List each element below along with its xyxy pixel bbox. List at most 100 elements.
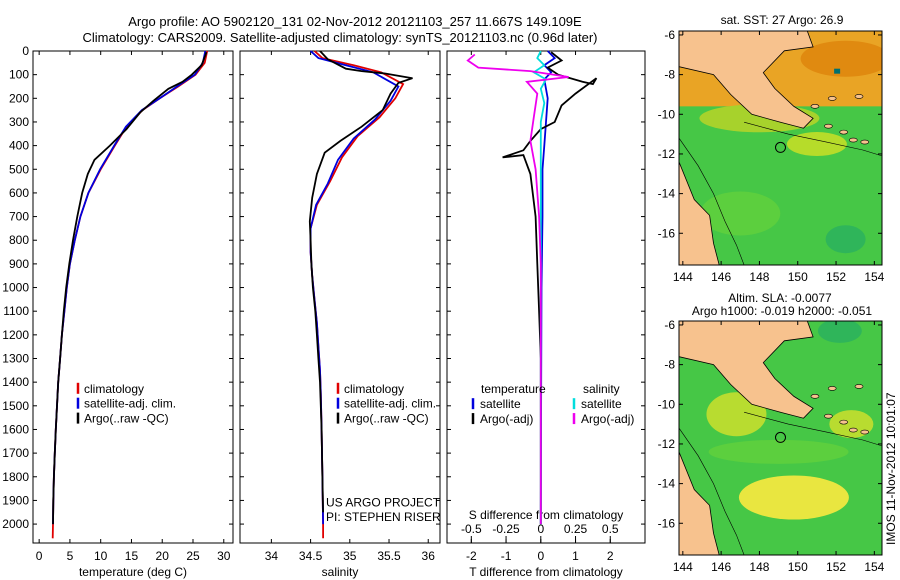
bottom-map-x-label: 152 <box>826 560 846 574</box>
sal-x-tick-label: 35.5 <box>377 549 401 563</box>
figure-title: Argo profile: AO 5902120_131 02-Nov-2012… <box>128 14 582 29</box>
sal-x-tick-label: 34.5 <box>299 549 323 563</box>
bottom-map-x-label: 148 <box>749 560 769 574</box>
diff-x-axis-label: T difference from climatology <box>469 565 623 579</box>
y-tick-label: 1600 <box>2 422 29 436</box>
top-map-frame <box>678 30 883 266</box>
y-tick-label: 600 <box>9 186 29 200</box>
y-tick-label: 1500 <box>2 399 29 413</box>
diff-x-tick-label: 0 <box>537 549 544 563</box>
sst-warm-patch <box>800 40 882 77</box>
sla-map-subtitle: Argo h1000: -0.019 h2000: -0.051 <box>692 304 872 318</box>
bottom-map-x-label: 144 <box>673 560 693 574</box>
diff-x-tick-label-secondary: 0.5 <box>602 522 619 536</box>
diff-x-tick-label-secondary: 0.25 <box>564 522 588 536</box>
diff-legend-left-title: temperature <box>481 382 546 396</box>
y-tick-label: 2000 <box>2 517 29 531</box>
map-island <box>824 123 833 129</box>
map-depth-contour <box>744 411 882 447</box>
diff-series-line <box>466 53 569 525</box>
sal-legend-label: Argo(..raw -QC) <box>344 412 429 426</box>
diff-legend-label: satellite <box>581 397 622 411</box>
diff-x-axis-label-secondary: S difference from climatology <box>469 508 624 522</box>
map-depth-contour <box>679 137 745 265</box>
sla-map-title: Altim. SLA: -0.0077 <box>728 291 832 305</box>
y-tick-label: 1900 <box>2 493 29 507</box>
bottom-map-y-label: -6 <box>664 318 675 332</box>
temp-series-line <box>52 51 208 525</box>
sal-x-tick-label: 35 <box>343 549 357 563</box>
y-tick-label: 700 <box>9 210 29 224</box>
sla-band <box>708 439 849 464</box>
map-island <box>824 413 833 419</box>
top-map-y-label: -10 <box>658 107 676 121</box>
sal-annotation-pi: PI: STEPHEN RISER <box>326 510 441 524</box>
map-land-australia <box>679 451 720 555</box>
map-island <box>854 384 864 389</box>
bottom-map-y-label: -14 <box>658 477 676 491</box>
diff-x-tick-label: -2 <box>466 549 477 563</box>
y-tick-label: 100 <box>9 68 29 82</box>
top-map-y-label: -16 <box>658 226 676 240</box>
sal-series-line <box>308 50 413 513</box>
top-map-y-label: -14 <box>658 187 676 201</box>
map-island <box>860 139 870 145</box>
diff-x-tick-label: 1 <box>572 549 579 563</box>
top-map-y-label: -8 <box>664 68 675 82</box>
sal-legend-label: climatology <box>344 382 404 396</box>
diff-legend-label: Argo(-adj) <box>581 412 634 426</box>
temp-x-tick-label: 20 <box>156 549 170 563</box>
temp-x-tick-label: 25 <box>186 549 200 563</box>
bottom-map-x-label: 154 <box>864 560 884 574</box>
sal-plot-frame <box>239 50 441 544</box>
diff-x-tick-label-secondary: -0.25 <box>492 522 520 536</box>
sla-low-patch <box>817 321 862 343</box>
map-depth-contour <box>744 121 882 157</box>
diff-legend-label: Argo(-adj) <box>480 412 533 426</box>
y-tick-label: 300 <box>9 115 29 129</box>
top-map-x-label: 146 <box>711 270 731 284</box>
diff-series-line <box>502 51 598 525</box>
y-tick-label: 1100 <box>3 304 29 318</box>
map-island <box>827 386 837 391</box>
bottom-map-y-label: -10 <box>658 397 676 411</box>
y-tick-label: 1300 <box>2 352 29 366</box>
sst-map-title: sat. SST: 27 Argo: 26.9 <box>721 13 844 27</box>
y-tick-label: 800 <box>9 233 29 247</box>
temp-x-tick-label: 30 <box>217 549 231 563</box>
sal-legend-label: satellite-adj. clim. <box>344 397 436 411</box>
map-land-new-guinea <box>679 321 814 419</box>
map-land-new-guinea <box>679 31 814 129</box>
figure-subtitle: Climatology: CARS2009. Satellite-adjuste… <box>83 30 598 45</box>
map-island <box>839 129 848 135</box>
map-land-australia <box>679 161 720 265</box>
y-tick-label: 0 <box>22 44 29 58</box>
map-island <box>810 394 820 399</box>
sst-pixel <box>834 68 841 74</box>
y-tick-label: 1800 <box>2 470 29 484</box>
top-map-x-label: 152 <box>826 270 846 284</box>
diff-series-line <box>532 50 548 525</box>
top-map-y-label: -12 <box>658 147 676 161</box>
temp-x-tick-label: 10 <box>94 549 108 563</box>
diff-x-tick-label: 2 <box>607 549 614 563</box>
y-tick-label: 1400 <box>2 375 29 389</box>
diff-x-tick-label-secondary: -0.5 <box>461 522 482 536</box>
top-map-x-label: 150 <box>788 270 808 284</box>
map-island <box>848 137 858 143</box>
top-map-x-label: 148 <box>749 270 769 284</box>
temp-legend-label: satellite-adj. clim. <box>84 397 176 411</box>
temp-x-tick-label: 0 <box>36 549 43 563</box>
y-tick-label: 400 <box>9 139 29 153</box>
map-island <box>827 96 837 101</box>
map-island <box>854 94 864 99</box>
bottom-map-field <box>679 321 882 555</box>
top-map-x-label: 144 <box>673 270 693 284</box>
temp-legend-label: Argo(..raw -QC) <box>84 412 169 426</box>
y-tick-label: 500 <box>9 162 29 176</box>
sal-x-tick-label: 36 <box>422 549 436 563</box>
bottom-map-x-label: 146 <box>711 560 731 574</box>
diff-x-tick-label: -1 <box>501 549 512 563</box>
temp-x-axis-label: temperature (deg C) <box>79 565 187 579</box>
